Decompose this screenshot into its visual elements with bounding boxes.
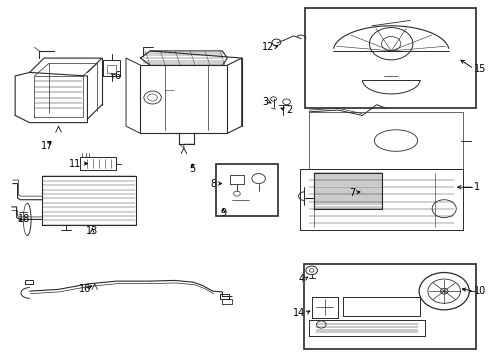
Text: 16: 16 [79, 284, 91, 294]
Text: 14: 14 [292, 309, 305, 318]
Text: 17: 17 [41, 140, 53, 150]
Text: 7: 7 [348, 188, 354, 198]
Text: 12: 12 [261, 42, 273, 52]
Text: 11: 11 [69, 158, 81, 168]
Text: 10: 10 [473, 286, 486, 296]
Text: 4: 4 [298, 274, 304, 284]
Bar [304, 264, 474, 348]
Text: 15: 15 [473, 64, 486, 74]
Bar [305, 8, 474, 108]
Text: 18: 18 [18, 215, 30, 224]
Text: 9: 9 [220, 208, 226, 218]
Text: 5: 5 [189, 164, 195, 174]
Text: 8: 8 [210, 179, 216, 189]
Text: 1: 1 [473, 182, 479, 192]
Text: 2: 2 [285, 105, 292, 115]
Bar [216, 164, 277, 216]
Text: 13: 13 [86, 226, 98, 236]
Text: 3: 3 [262, 97, 268, 107]
Text: 6: 6 [114, 71, 121, 81]
